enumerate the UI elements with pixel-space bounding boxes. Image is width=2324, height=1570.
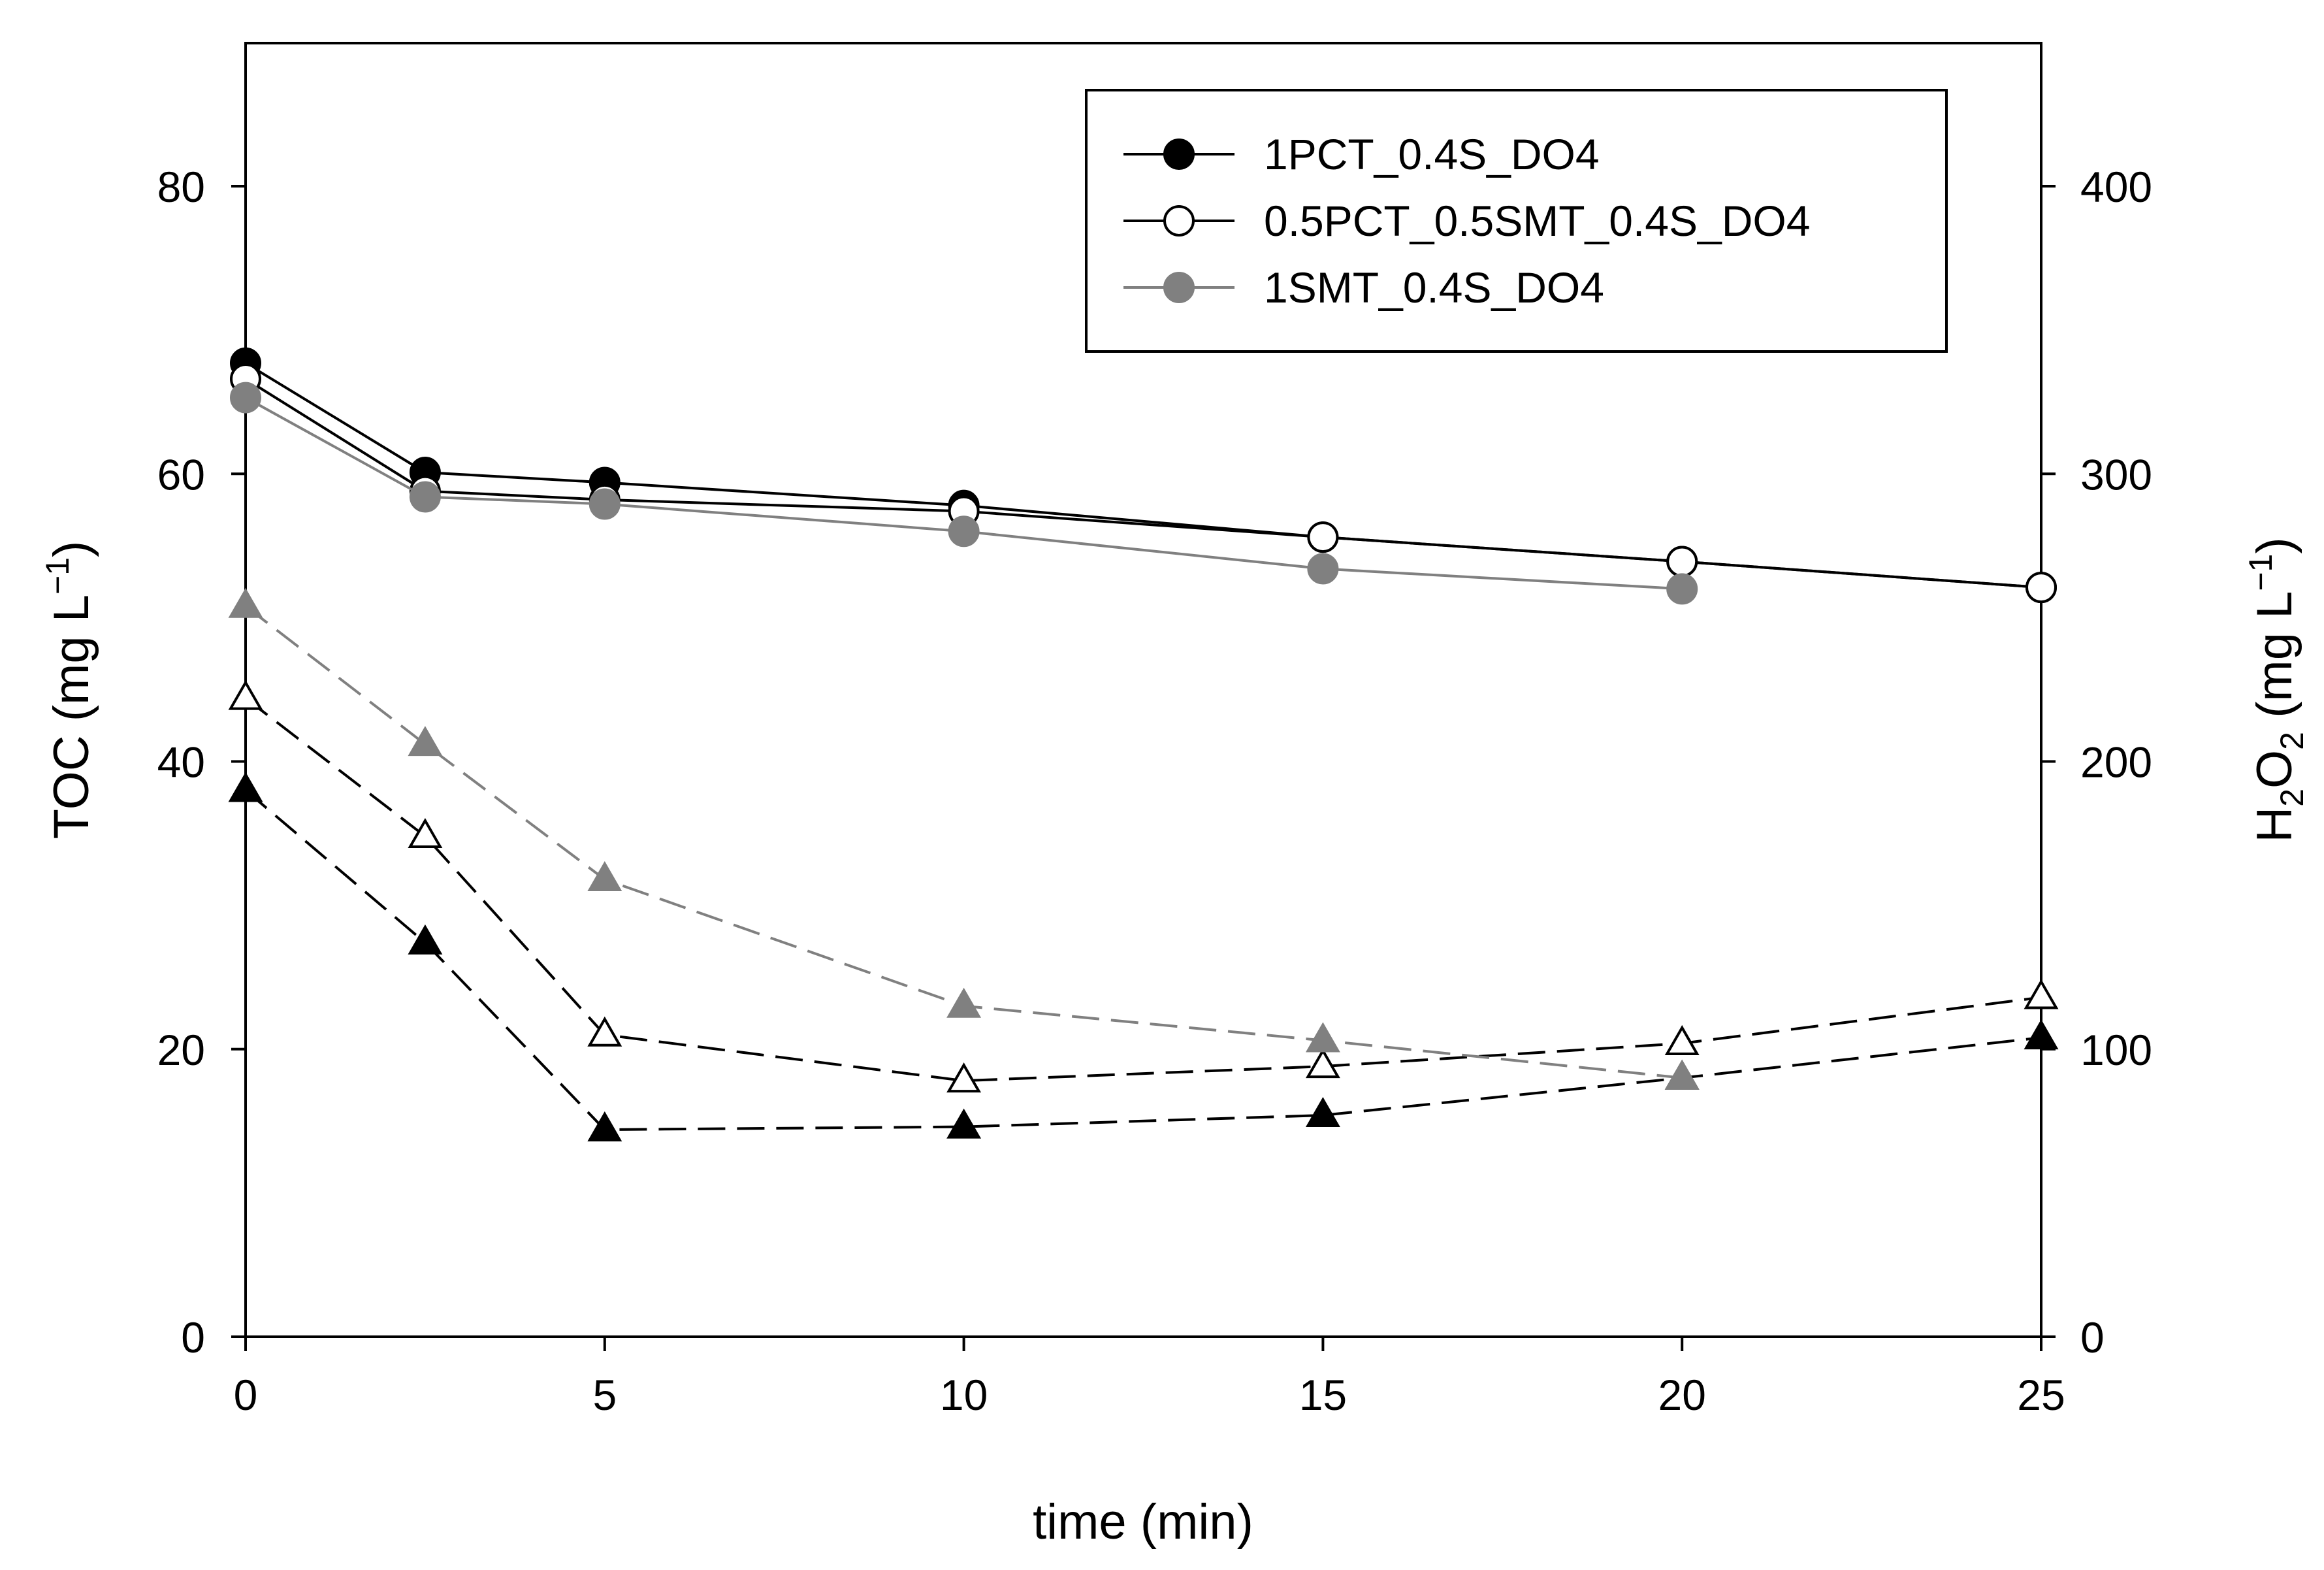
- y-axis-right: 0 100 200 300 400: [2041, 163, 2152, 1362]
- x-tick-label-10: 10: [940, 1371, 988, 1419]
- series-0-line: [244, 362, 2042, 589]
- y-right-title-close: ): [2247, 537, 2302, 553]
- series-4-point-6: [2024, 979, 2059, 1009]
- series-2-point-3: [948, 515, 980, 548]
- series-3-point-2: [587, 1111, 622, 1142]
- x-tick-label-20: 20: [1658, 1371, 1705, 1419]
- series-4-line: [244, 697, 2042, 1083]
- legend-label-1pct: 1PCT_0.4S_DO4: [1264, 130, 1600, 178]
- y-right-title-sub2: 2: [2274, 732, 2310, 750]
- series-1-point-4: [1307, 521, 1339, 553]
- x-tick-label-15: 15: [1299, 1371, 1347, 1419]
- legend-item-1smt: 1SMT_0.4S_DO4: [1123, 263, 1604, 312]
- y-left-tick-label-20: 20: [157, 1026, 205, 1074]
- x-tick-label-0: 0: [234, 1371, 258, 1419]
- series-2-point-2: [589, 488, 621, 520]
- series-5-point-2: [587, 860, 622, 892]
- series-5-point-3: [946, 987, 982, 1018]
- y-left-tick-label-80: 80: [157, 163, 205, 211]
- legend-label-0.5pct-0.5smt: 0.5PCT_0.5SMT_0.4S_DO4: [1264, 197, 1810, 245]
- series-layer: [228, 347, 2059, 1142]
- y-axis-left-title: TOC (mg L−1): [39, 541, 99, 840]
- legend-marker-1smt: [1163, 272, 1195, 303]
- series-3-point-6: [2024, 1019, 2059, 1050]
- y-axis-left: 0 20 40 60 80: [157, 163, 246, 1362]
- x-tick-label-5: 5: [592, 1371, 617, 1419]
- y-right-title-o: O: [2247, 750, 2302, 789]
- series-5-point-4: [1305, 1022, 1340, 1053]
- y-left-title-close: ): [44, 541, 99, 557]
- legend-marker-1pct: [1163, 139, 1195, 170]
- y-right-title-sub1: 2: [2274, 789, 2310, 807]
- series-4-point-3: [946, 1062, 982, 1093]
- series-3-line: [244, 789, 2042, 1132]
- y-left-title-main: TOC (mg L: [44, 595, 99, 839]
- y-left-tick-label-60: 60: [157, 450, 205, 499]
- y-left-tick-label-40: 40: [157, 738, 205, 787]
- series-5-point-5: [1664, 1059, 1700, 1090]
- y-right-tick-label-100: 100: [2080, 1026, 2152, 1074]
- y-right-tick-label-0: 0: [2080, 1313, 2105, 1362]
- x-axis-title: time (min): [1033, 1494, 1253, 1550]
- y-axis-right-title: H2O2 (mg L−1): [2242, 537, 2310, 842]
- y-left-tick-label-0: 0: [181, 1313, 205, 1362]
- series-2-point-5: [1666, 573, 1698, 605]
- series-0: [230, 347, 2057, 604]
- legend: 1PCT_0.4S_DO4 0.5PCT_0.5SMT_0.4S_DO4 1SM…: [1085, 89, 1948, 353]
- series-4-point-0: [228, 679, 263, 710]
- series-4-point-5: [1664, 1024, 1700, 1055]
- y-right-tick-label-300: 300: [2080, 450, 2152, 499]
- legend-marker-0.5pct-0.5smt: [1163, 205, 1195, 237]
- y-right-title-h: H: [2247, 807, 2302, 843]
- y-right-title-rest: (mg L: [2247, 591, 2302, 732]
- series-1-line: [244, 378, 2042, 589]
- series-1: [230, 363, 2057, 604]
- series-4: [228, 679, 2059, 1093]
- x-tick-label-25: 25: [2017, 1371, 2065, 1419]
- series-2-point-4: [1307, 553, 1339, 585]
- series-1-point-5: [1666, 546, 1698, 578]
- series-3-point-4: [1305, 1096, 1340, 1128]
- series-2: [230, 382, 1698, 605]
- series-2-point-0: [230, 382, 261, 414]
- series-5-point-0: [228, 587, 263, 618]
- series-5: [228, 587, 1700, 1090]
- series-3-point-0: [228, 772, 263, 802]
- legend-item-0.5pct-0.5smt: 0.5PCT_0.5SMT_0.4S_DO4: [1123, 197, 1810, 245]
- series-5-line: [244, 605, 1683, 1079]
- y-right-title-sup: −1: [2242, 554, 2279, 591]
- series-2-line: [245, 396, 1683, 591]
- series-4-point-1: [408, 817, 443, 848]
- series-5-point-1: [408, 726, 443, 757]
- y-right-tick-label-400: 400: [2080, 163, 2152, 211]
- series-1-point-6: [2025, 572, 2057, 604]
- x-axis: 0 5 10 15 20 25: [234, 1337, 2065, 1419]
- legend-box: [1085, 89, 1948, 353]
- series-2-point-1: [409, 481, 441, 513]
- y-right-tick-label-200: 200: [2080, 738, 2152, 787]
- series-3-point-3: [946, 1108, 982, 1139]
- series-3-point-1: [408, 924, 443, 955]
- y-left-title-sup: −1: [39, 557, 76, 595]
- legend-item-1pct: 1PCT_0.4S_DO4: [1123, 130, 1600, 178]
- series-4-point-2: [587, 1016, 622, 1047]
- legend-label-1smt: 1SMT_0.4S_DO4: [1264, 263, 1604, 312]
- series-3: [228, 772, 2059, 1142]
- series-4-point-4: [1305, 1048, 1340, 1079]
